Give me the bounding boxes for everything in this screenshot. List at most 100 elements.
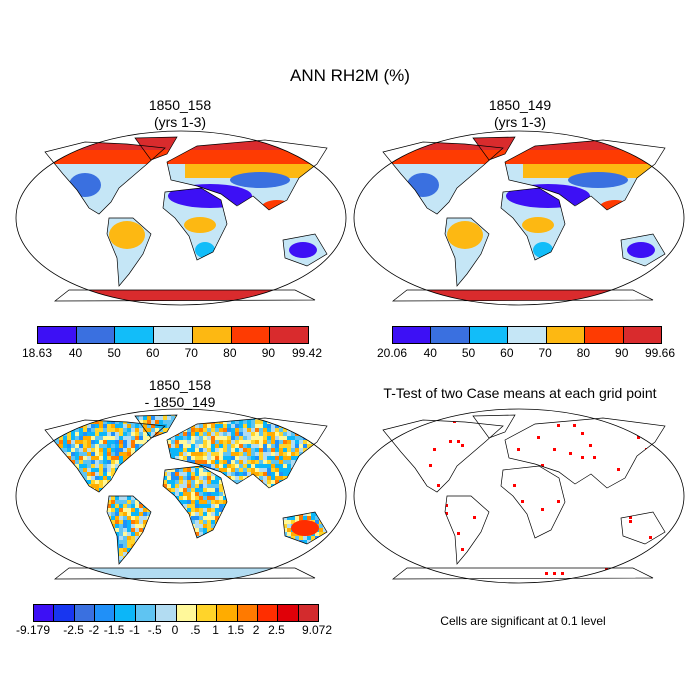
significant-cell	[657, 416, 660, 419]
panel-2-case: 1850_149	[488, 97, 552, 113]
ttest-note: Cells are significant at 0.1 level	[440, 614, 606, 628]
panel-1-title: 1850_158 (yrs 1-3)	[80, 97, 280, 131]
colorbar-label: 2.5	[268, 623, 285, 637]
map-difference	[15, 408, 347, 584]
significant-cell	[665, 576, 668, 579]
significant-cell	[629, 488, 632, 491]
panel-1-case: 1850_158	[148, 97, 212, 113]
significant-cell	[585, 408, 588, 411]
significant-cell	[485, 472, 488, 475]
significant-cell	[361, 432, 364, 435]
significant-cell	[561, 572, 564, 575]
coastline-australia	[620, 233, 666, 267]
colorbar-swatch	[196, 605, 218, 621]
colorbar-swatch	[115, 605, 136, 621]
significant-cell	[461, 484, 464, 487]
colorbar-swatch	[546, 327, 586, 343]
colorbar-label: 90	[615, 346, 629, 360]
significant-cell	[449, 440, 452, 443]
coastline-eurasia	[166, 139, 328, 211]
colorbar-label: 9.072	[301, 623, 333, 637]
colorbar-swatch	[54, 605, 75, 621]
coastline-north-america	[44, 419, 166, 493]
coastline-australia	[282, 233, 328, 267]
significant-cell	[553, 448, 556, 451]
panel-3-minus: - 1850_149	[144, 394, 216, 410]
significant-cell	[445, 504, 448, 507]
significant-cell	[369, 544, 372, 547]
significant-cell	[429, 464, 432, 467]
map-case-1	[15, 130, 347, 306]
significant-cell	[581, 432, 584, 435]
coastline-south-america	[444, 217, 490, 287]
colorbar-label: 60	[146, 346, 160, 360]
significant-cell	[537, 436, 540, 439]
significant-cell	[609, 564, 612, 567]
colorbar-label: -9.179	[15, 623, 51, 637]
coastline-eurasia	[504, 139, 666, 211]
colorbar-label: -2	[88, 623, 100, 637]
panel-2-years: (yrs 1-3)	[493, 114, 547, 130]
significant-cell	[549, 556, 552, 559]
coastline-australia	[620, 511, 666, 545]
colorbar-swatch	[34, 605, 55, 621]
colorbar-swatch	[217, 605, 238, 621]
coastline-africa	[162, 465, 228, 539]
significant-cell	[653, 572, 656, 575]
colorbar-swatch	[585, 327, 624, 343]
coastline-antarctica	[53, 567, 316, 580]
map-border	[353, 408, 685, 584]
significant-cell	[369, 448, 372, 451]
colorbar-label: 70	[184, 346, 198, 360]
colorbar-difference	[33, 604, 319, 622]
map-case-2	[353, 130, 685, 306]
significant-cell	[501, 436, 504, 439]
coastline-north-america	[44, 141, 166, 215]
significant-cell	[541, 508, 544, 511]
colorbar-label: 20.06	[376, 346, 408, 360]
colorbar-swatch	[469, 327, 509, 343]
significant-cell	[457, 532, 460, 535]
colorbar-label: -1.5	[103, 623, 125, 637]
significant-cell	[521, 528, 524, 531]
colorbar-swatch	[154, 327, 193, 343]
significant-cell	[557, 424, 560, 427]
significant-cell	[573, 424, 576, 427]
significant-cell	[425, 416, 428, 419]
coastline-south-america	[106, 495, 152, 565]
significant-cell	[597, 528, 600, 531]
significant-cell	[361, 500, 364, 503]
colorbar-label: 40	[68, 346, 83, 360]
significant-cell	[649, 552, 652, 555]
coastline-eurasia	[504, 417, 666, 489]
significant-cell	[369, 424, 372, 427]
map-ttest	[353, 408, 685, 584]
significant-cell	[681, 416, 684, 419]
significant-cell	[629, 516, 632, 519]
significant-cell	[569, 520, 572, 523]
colorbar-label: 80	[223, 346, 237, 360]
panel-3-case: 1850_158	[148, 377, 212, 393]
significant-cell	[629, 520, 632, 523]
significant-cell	[537, 420, 540, 423]
coastline-greenland	[472, 136, 516, 161]
colorbar-swatch	[38, 327, 77, 343]
colorbar-label: 99.66	[644, 346, 676, 360]
significant-cell	[669, 492, 672, 495]
coastline-africa	[162, 187, 228, 261]
significant-cell	[461, 444, 464, 447]
colorbar-swatch	[298, 605, 319, 621]
significant-cell	[661, 568, 664, 571]
coastline-antarctica	[391, 289, 654, 302]
significant-cell	[473, 516, 476, 519]
coastline-south-america	[106, 217, 152, 287]
colorbar-swatch	[156, 605, 177, 621]
significant-cell	[513, 484, 516, 487]
significant-cell	[361, 472, 364, 475]
significant-cell	[513, 536, 516, 539]
coastline-greenland	[472, 414, 516, 439]
significant-cell	[565, 548, 568, 551]
colorbar-case-1	[37, 326, 309, 344]
colorbar-label: -.5	[147, 623, 162, 637]
significant-cell	[373, 572, 376, 575]
